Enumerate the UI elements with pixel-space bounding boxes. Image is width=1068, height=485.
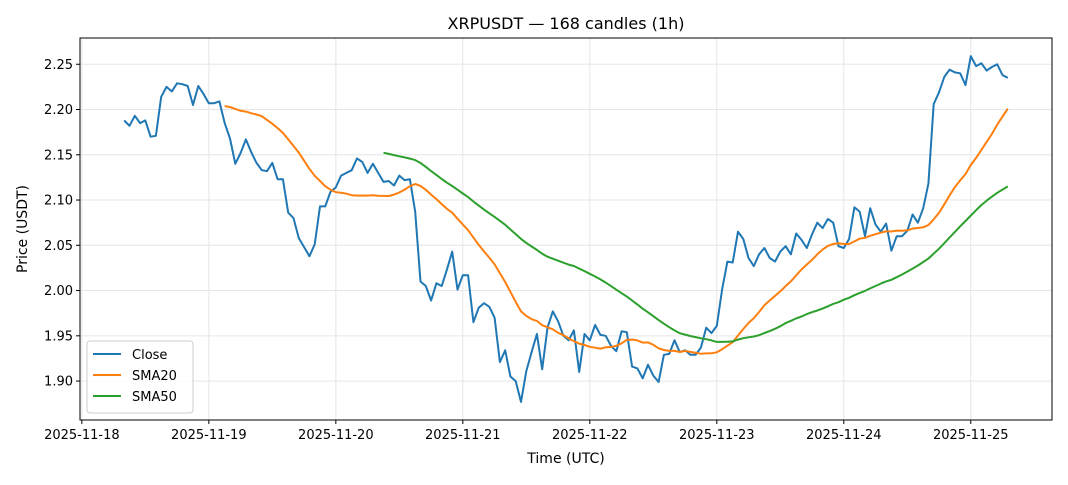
x-tick-label: 2025-11-22	[552, 428, 628, 443]
y-tick-label: 2.25	[44, 58, 73, 73]
x-axis-label: Time (UTC)	[526, 451, 604, 467]
x-tick-label: 2025-11-18	[44, 428, 120, 443]
plot-frame	[79, 37, 1053, 421]
x-tick-label: 2025-11-20	[298, 428, 374, 443]
y-axis-label: Price (USDT)	[15, 185, 31, 273]
y-tick-label: 2.10	[44, 194, 73, 209]
y-tick-label: 1.95	[44, 329, 73, 344]
y-tick-label: 2.05	[44, 239, 73, 254]
x-tick-label: 2025-11-19	[171, 428, 247, 443]
x-tick-label: 2025-11-25	[933, 428, 1009, 443]
series-lines	[123, 55, 1009, 403]
y-tick-label: 2.00	[44, 284, 73, 299]
x-tick-label: 2025-11-24	[806, 428, 882, 443]
legend-label: SMA20	[132, 369, 177, 384]
y-tick-label: 1.90	[44, 375, 73, 390]
series-line-sma20	[224, 105, 1009, 355]
y-axis: 1.90 1.95 2.00 2.05 2.10 2.15 2.20 2.25	[44, 58, 80, 390]
series-line-sma50	[383, 151, 1009, 343]
y-tick-label: 2.15	[44, 148, 73, 163]
x-tick-label: 2025-11-21	[425, 428, 501, 443]
x-axis: 2025-11-18 2025-11-19 2025-11-20 2025-11-21…	[44, 420, 1009, 443]
x-tick-label: 2025-11-23	[679, 428, 755, 443]
legend-label: SMA50	[132, 390, 177, 405]
chart-title: XRPUSDT — 168 candles (1h)	[448, 14, 685, 33]
legend: Close SMA20 SMA50	[86, 340, 194, 414]
legend-label: Close	[132, 348, 167, 363]
y-tick-label: 2.20	[44, 103, 73, 118]
series-line-close	[123, 55, 1009, 403]
